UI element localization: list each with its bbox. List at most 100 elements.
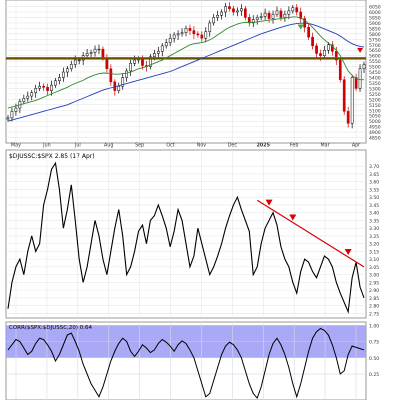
correlation-y-tick-label: 0.25 xyxy=(369,372,379,378)
candle-body xyxy=(125,70,129,78)
candle-body xyxy=(38,85,41,89)
price-y-tick-label: 5600 xyxy=(369,54,381,60)
candle-body xyxy=(208,22,212,32)
price-y-tick-label: 5400 xyxy=(369,76,381,82)
ratio-y-tick-label: 3.50 xyxy=(369,195,379,201)
candle-body xyxy=(279,10,283,18)
candle-body xyxy=(255,17,259,20)
candle-body xyxy=(46,87,49,91)
candle-body xyxy=(295,7,299,13)
red-arrow-marker xyxy=(357,47,364,53)
candle-body xyxy=(188,28,192,31)
candle-body xyxy=(117,85,121,91)
price-y-tick-label: 4950 xyxy=(369,125,381,131)
candle-body xyxy=(283,13,287,18)
candle-body xyxy=(73,59,77,65)
candle-body xyxy=(192,30,196,35)
candle-body xyxy=(156,51,160,54)
candle-body xyxy=(153,53,156,58)
ratio-y-tick-label: 2.80 xyxy=(369,304,379,310)
ratio-y-tick-label: 3.70 xyxy=(369,164,379,170)
price-moving-averages xyxy=(6,16,366,122)
ratio-y-tick-label: 2.95 xyxy=(369,280,379,286)
candle-body xyxy=(271,13,275,19)
price-y-tick-label: 5900 xyxy=(369,21,381,27)
month-tick-label: Mar xyxy=(321,143,330,149)
ratio-y-tick-label: 2.85 xyxy=(369,296,379,302)
ma-blue-line xyxy=(7,22,365,122)
ratio-annotations xyxy=(256,199,365,268)
candle-body xyxy=(243,8,247,18)
ratio-panel: $DJUSSC:$SPX 2.85 (17 Apr) 2.752.80 2.85 2… xyxy=(5,149,379,319)
price-y-tick-label: 5250 xyxy=(369,92,381,98)
candle-body xyxy=(354,77,358,89)
candle-body xyxy=(323,49,326,56)
ratio-y-tick-label: 2.75 xyxy=(369,311,379,317)
candle-body xyxy=(319,53,322,56)
ratio-y-tick-label: 3.40 xyxy=(369,211,379,217)
candle-body xyxy=(58,77,61,82)
candle-body xyxy=(362,64,366,70)
candle-body xyxy=(65,68,69,73)
price-y-tick-label: 5800 xyxy=(369,32,381,38)
correlation-series xyxy=(7,327,365,400)
candle-body xyxy=(62,71,65,78)
correlation-title: CORR($SPX:$DJUSSC,20) 0.64 xyxy=(9,325,92,331)
month-tick-label: Dec xyxy=(228,143,238,149)
candle-body xyxy=(133,59,136,64)
candle-body xyxy=(350,77,354,124)
ma-green-line xyxy=(7,16,364,109)
green-arrow-marker xyxy=(297,24,304,30)
month-tick-label: Apr xyxy=(352,143,360,149)
candle-body xyxy=(212,17,216,24)
ratio-gridlines xyxy=(6,150,366,318)
correlation-line xyxy=(7,327,365,400)
candle-body xyxy=(251,19,255,24)
ratio-y-tick-label: 3.55 xyxy=(369,187,379,193)
ratio-y-tick-label: 3.05 xyxy=(369,265,379,271)
month-tick-label: Oct xyxy=(166,143,174,149)
correlation-panel: CORR($SPX:$DJUSSC,20) 0.64 0.25 0.50 0.75 1… xyxy=(5,321,379,401)
price-y-tick-label: 5450 xyxy=(369,70,381,76)
price-y-tick-label: 5850 xyxy=(369,26,381,32)
ratio-y-tick-label: 3.20 xyxy=(369,242,379,248)
candle-body xyxy=(267,12,271,19)
ratio-y-tick-label: 3.00 xyxy=(369,273,379,279)
candle-body xyxy=(93,48,97,53)
price-y-tick-label: 5050 xyxy=(369,114,381,120)
price-panel: 4850490049505000505051005150520052505300… xyxy=(5,0,381,149)
price-y-tick-label: 5700 xyxy=(369,43,381,49)
candle-body xyxy=(200,34,204,39)
ratio-red-arrow xyxy=(344,249,352,256)
month-tick-label: Jun xyxy=(42,143,51,149)
candle-body xyxy=(121,77,125,87)
candle-body xyxy=(216,15,219,18)
ratio-y-tick-label: 3.30 xyxy=(369,226,379,232)
ratio-y-tick-label: 3.60 xyxy=(369,180,379,186)
candle-body xyxy=(315,45,318,54)
candle-body xyxy=(34,88,38,94)
ratio-y-tick-label: 3.45 xyxy=(369,203,379,209)
candle-body xyxy=(263,12,267,17)
candle-body xyxy=(85,53,89,56)
candle-body xyxy=(176,33,180,36)
candle-body xyxy=(149,56,152,67)
month-tick-label: Aug xyxy=(104,143,113,149)
ratio-title: $DJUSSC:$SPX 2.85 (17 Apr) xyxy=(9,153,95,160)
candle-body xyxy=(346,111,350,124)
candle-body xyxy=(247,17,251,24)
candle-body xyxy=(26,95,30,99)
candle-body xyxy=(287,10,291,15)
candle-body xyxy=(109,68,113,83)
price-y-tick-label: 5750 xyxy=(369,37,381,43)
month-tick-labels: May Jun Jul Aug Sep Oct Nov Dec 2025 Feb Mar Apr xyxy=(11,143,360,149)
candle-body xyxy=(228,6,231,9)
correlation-y-tick-label: 0.50 xyxy=(369,356,379,362)
ratio-red-arrow xyxy=(289,214,297,221)
candle-body xyxy=(232,8,235,13)
candle-body xyxy=(275,10,279,15)
ratio-y-tick-label: 3.15 xyxy=(369,249,379,255)
candle-body xyxy=(291,7,295,12)
ratio-series xyxy=(7,161,365,314)
